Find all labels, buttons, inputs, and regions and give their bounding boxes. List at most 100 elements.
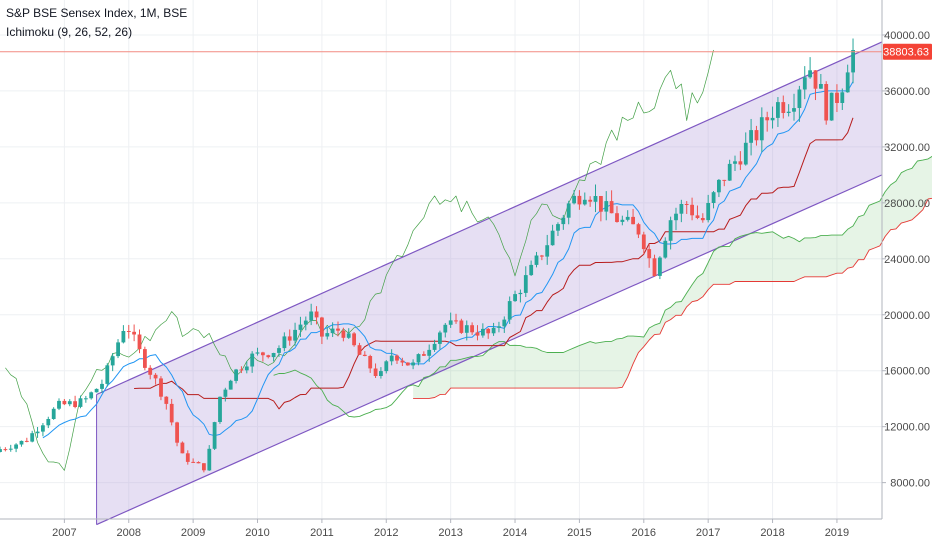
candle-up [593,196,598,202]
cloud-segment [552,352,558,389]
candle-down [73,401,77,407]
candle-up [271,353,276,358]
cloud-segment [735,236,741,282]
candle-up [411,362,415,366]
symbol-title[interactable]: S&P BSE Sensex Index, 1M, BSE [6,6,188,20]
cloud-segment [713,247,719,285]
y-tick-label: 16000.00 [884,366,930,378]
candle-down [175,422,179,443]
candle-up [518,292,523,295]
x-tick-label: 2015 [567,527,591,539]
cloud-segment [686,284,693,307]
candle-down [314,311,319,318]
candle-up [749,130,753,143]
ichimoku-lines [5,49,932,471]
candle-down [636,224,641,235]
cloud-segment [708,251,714,290]
cloud-segment [541,351,548,389]
candle-down [647,249,652,259]
candle-down [813,70,818,89]
x-tick-label: 2010 [245,527,269,539]
cloud-segment [751,232,757,282]
parallel-channel[interactable] [96,41,883,526]
cloud-segment [810,237,816,277]
cloud-segment [783,236,789,282]
candle-down [266,355,271,358]
candle-down [454,320,458,322]
indicator-label[interactable]: Ichimoku (9, 26, 52, 26) [6,25,133,39]
cloud-segment [439,366,446,395]
cloud-segment [520,345,526,389]
candle-up [523,275,528,293]
cloud-segment [847,226,853,269]
candle-down [405,362,410,366]
candle-down [631,216,635,225]
candle-up [0,449,2,452]
candle-up [277,348,281,353]
y-tick-label: 12000.00 [884,422,930,434]
cloud-segment [831,235,837,275]
candle-up [389,355,394,362]
candle-up [561,217,566,225]
candle-up [309,311,314,321]
candle-up [663,240,668,258]
cloud-segment [879,191,886,246]
cloud-segment [836,235,843,274]
candle-down [765,117,770,121]
cloud-segment [493,341,499,389]
cloud-segment [863,205,870,260]
candle-up [819,84,823,89]
cloud-segment [423,376,430,399]
cloud-segment [563,350,569,389]
chikou-span-line [5,49,714,471]
last-price-tag[interactable] [883,43,932,60]
last-price-label[interactable]: 38803.63 [883,47,929,59]
cloud-segment [531,347,537,389]
candle-up [346,333,351,338]
candle-down [835,92,839,103]
cloud-segment [622,336,628,388]
candle-down [239,369,244,371]
candle-down [609,201,614,214]
candle-down [470,325,474,333]
candle-down [422,354,426,356]
y-tick-label: 20000.00 [884,310,930,322]
candle-up [481,328,485,336]
candle-down [395,355,399,361]
cloud-segment [611,338,617,389]
channel-fill[interactable] [96,42,883,525]
cloud-segment [804,237,811,277]
candle-up [706,203,711,221]
candle-down [641,234,646,250]
candle-down [287,336,292,341]
candle-up [100,383,104,389]
cloud-segment [472,356,478,389]
candle-down [475,332,480,336]
cloud-segment [509,345,515,389]
candle-down [754,130,759,141]
candle-down [684,204,689,205]
cloud-segment [788,236,794,282]
candle-up [234,369,238,381]
candle-up [303,320,308,325]
candle-up [759,117,764,141]
cloud-segment [595,342,601,389]
cloud-segment [928,156,932,199]
cloud-segment [799,237,805,279]
candle-down [459,320,464,333]
candle-down [3,449,8,451]
candle-up [228,380,233,390]
candle-up [464,325,469,333]
cloud-segment [772,231,778,282]
cloud-segment [466,356,473,389]
cloud-segment [718,246,725,285]
candlesticks [0,38,855,473]
ichimoku-cloud [413,156,932,399]
candle-down [781,102,786,113]
candle-up [46,419,51,426]
cloud-segment [418,377,424,399]
cloud-segment [525,347,532,389]
candle-down [164,396,169,404]
cloud-segment [767,231,773,282]
